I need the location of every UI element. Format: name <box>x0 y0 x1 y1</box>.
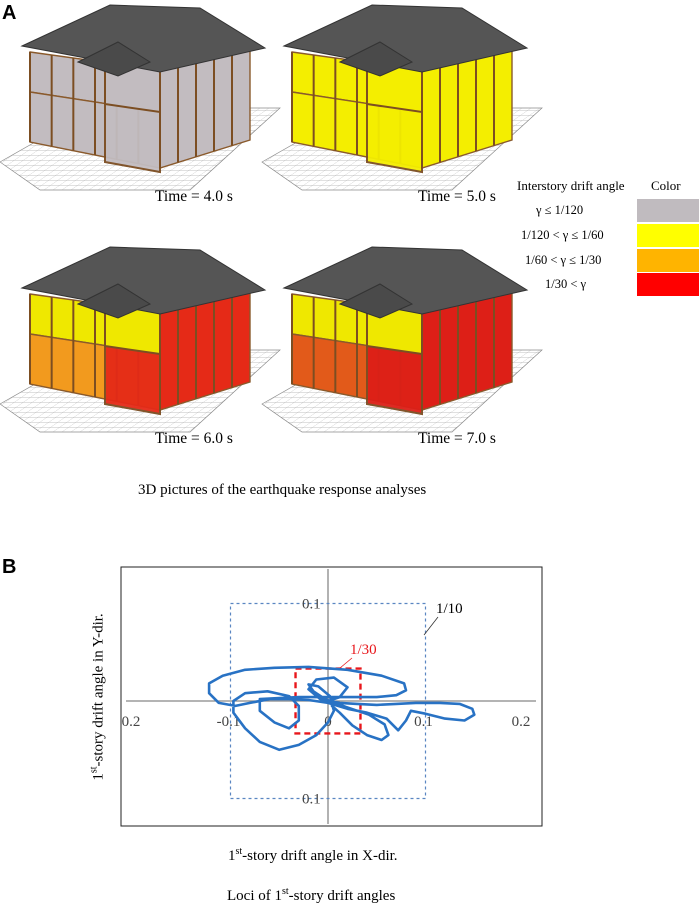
y-axis-label: 1st-story drift angle in Y-dir. <box>89 613 108 780</box>
y-axis-label-suffix: -story drift angle in Y-dir. <box>90 613 107 767</box>
dormer-roof <box>338 283 414 319</box>
panel-a-letter: A <box>2 2 17 24</box>
dormer-roof <box>76 41 152 77</box>
annotation-outer: 1/10 <box>436 601 463 617</box>
drift-box-outer <box>229 602 427 800</box>
drift-trace <box>207 665 476 752</box>
panel-b-caption-sup: st <box>281 886 289 897</box>
panel-a-caption: 3D pictures of the earthquake response a… <box>138 482 427 498</box>
time-label-1: Time = 4.0 s <box>155 188 233 205</box>
time-label-4: Time = 7.0 s <box>418 430 496 447</box>
legend-header-label: Interstory drift angle <box>517 178 625 193</box>
legend-label-2: 1/120 < γ ≤ 1/60 <box>521 228 604 242</box>
dormer-roof <box>338 41 414 77</box>
panel-b-caption-prefix: Loci of 1 <box>227 888 282 904</box>
house-model-4 <box>261 246 543 433</box>
time-label-2: Time = 5.0 s <box>418 188 496 205</box>
time-label-3: Time = 6.0 s <box>155 430 233 447</box>
legend-label-1: γ ≤ 1/120 <box>536 203 584 217</box>
x-tick-label: 0.2 <box>122 714 141 730</box>
x-axis-label: 1st-story drift angle in X-dir. <box>228 846 398 865</box>
legend-swatch-3 <box>637 249 699 272</box>
panel-b-caption: Loci of 1st-story drift angles <box>227 886 395 905</box>
y-tick-label: 0.1 <box>302 792 321 808</box>
x-tick-label: -0.1 <box>217 714 241 730</box>
legend-swatch-2 <box>637 224 699 247</box>
drift-chart: 0.2 -0.1 0 0.1 0.20.10.1 1/10 1/30 <box>120 566 543 827</box>
house-model-3 <box>0 246 281 433</box>
y-axis-label-prefix: 1 <box>90 773 107 781</box>
legend-label-3: 1/60 < γ ≤ 1/30 <box>525 253 602 267</box>
x-axis-label-prefix: 1 <box>228 848 236 864</box>
annotation-inner: 1/30 <box>350 642 377 658</box>
y-tick-label: 0.1 <box>302 597 321 613</box>
y-axis-label-sup: st <box>88 766 100 774</box>
legend-header-color: Color <box>651 178 681 193</box>
legend-swatch-4 <box>637 273 699 296</box>
panel-b-caption-suffix: -story drift angles <box>288 888 396 904</box>
annotation-outer-leader <box>423 616 439 636</box>
x-axis-label-sup: st <box>235 846 243 857</box>
x-tick-label: 0.2 <box>512 714 531 730</box>
house-model-1 <box>0 4 281 191</box>
x-tick-label: 0.1 <box>414 714 433 730</box>
panel-b-letter: B <box>2 556 17 578</box>
annotation-inner-leader <box>339 657 353 669</box>
legend-swatch-1 <box>637 199 699 222</box>
legend-label-4: 1/30 < γ <box>545 277 587 291</box>
dormer-roof <box>76 283 152 319</box>
house-model-2 <box>261 4 543 191</box>
panel-a-figure <box>0 4 543 433</box>
x-axis-label-suffix: -story drift angle in X-dir. <box>242 848 398 864</box>
